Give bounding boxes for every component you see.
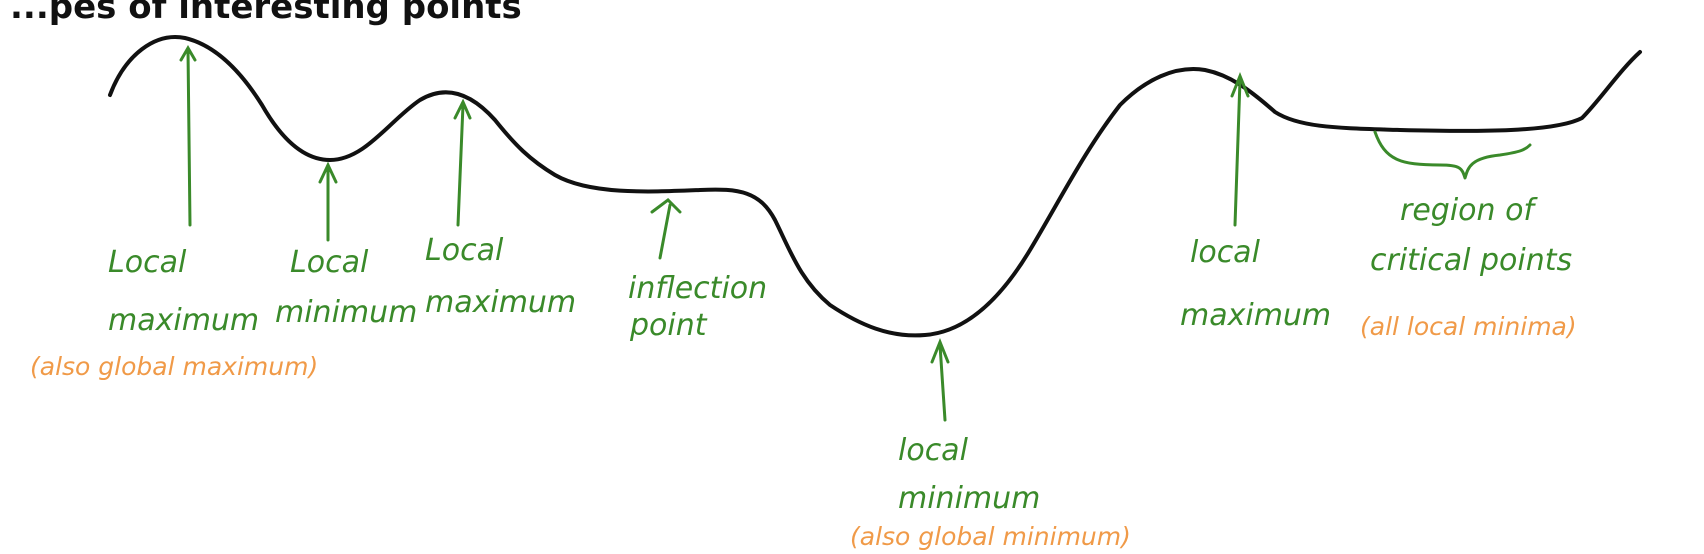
label-line-2: maximum (425, 285, 576, 320)
annotation-inflection (650, 198, 682, 260)
arrow-up-icon (650, 198, 682, 260)
label-line-1: local (898, 433, 969, 468)
label-line-2: maximum (108, 303, 259, 338)
annotation-local-max-2 (453, 98, 472, 227)
label-note: (all local minima) (1360, 312, 1577, 341)
label-line-2: minimum (275, 295, 417, 330)
label-note: (also global maximum) (30, 352, 318, 381)
arrow-up-icon (179, 45, 197, 227)
label-line-1: Local (290, 245, 369, 280)
diagram-heading: ...pes of interesting points (10, 0, 522, 27)
label-line-1: inflection (628, 271, 767, 306)
arrow-up-icon (930, 337, 950, 422)
label-line-2: point (629, 308, 708, 343)
annotation-local-max-3 (1230, 71, 1250, 227)
arrow-up-icon (453, 98, 472, 227)
annotation-local-min-1 (318, 161, 338, 242)
annotation-critical-region (1373, 130, 1532, 180)
label-note: (also global minimum) (850, 522, 1131, 551)
brace-icon (1373, 130, 1532, 180)
label-line-2: maximum (1180, 298, 1331, 333)
function-curve (108, 35, 1642, 338)
annotation-local-max-1 (179, 45, 197, 227)
label-line-1: region of (1400, 193, 1538, 228)
label-line-1: Local (108, 245, 187, 280)
label-line-2: minimum (898, 481, 1040, 516)
label-line-2: critical points (1370, 243, 1572, 278)
arrow-up-icon (1230, 71, 1250, 227)
arrow-up-icon (318, 161, 338, 242)
label-line-1: Local (425, 233, 504, 268)
annotation-local-min-2 (930, 337, 950, 422)
label-line-1: local (1190, 235, 1261, 270)
